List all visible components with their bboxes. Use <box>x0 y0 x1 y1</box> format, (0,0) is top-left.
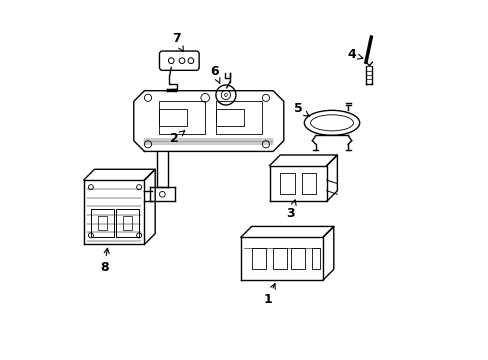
Text: 8: 8 <box>100 248 109 274</box>
Bar <box>216 102 262 134</box>
Bar <box>216 109 244 126</box>
Text: 7: 7 <box>172 32 183 51</box>
Bar <box>272 248 287 269</box>
Text: 6: 6 <box>209 64 220 83</box>
Bar <box>312 248 319 269</box>
Bar <box>280 173 294 194</box>
Bar <box>123 216 132 230</box>
Bar <box>159 102 205 134</box>
Text: 4: 4 <box>346 49 362 62</box>
Bar <box>290 248 305 269</box>
Bar <box>116 208 139 237</box>
Bar <box>98 216 107 230</box>
Bar <box>159 109 187 126</box>
Bar <box>301 173 315 194</box>
Text: 2: 2 <box>170 131 184 145</box>
Text: 1: 1 <box>263 284 275 306</box>
Bar <box>251 248 265 269</box>
Text: 5: 5 <box>293 102 308 116</box>
Bar <box>91 208 114 237</box>
Text: 3: 3 <box>286 200 296 220</box>
